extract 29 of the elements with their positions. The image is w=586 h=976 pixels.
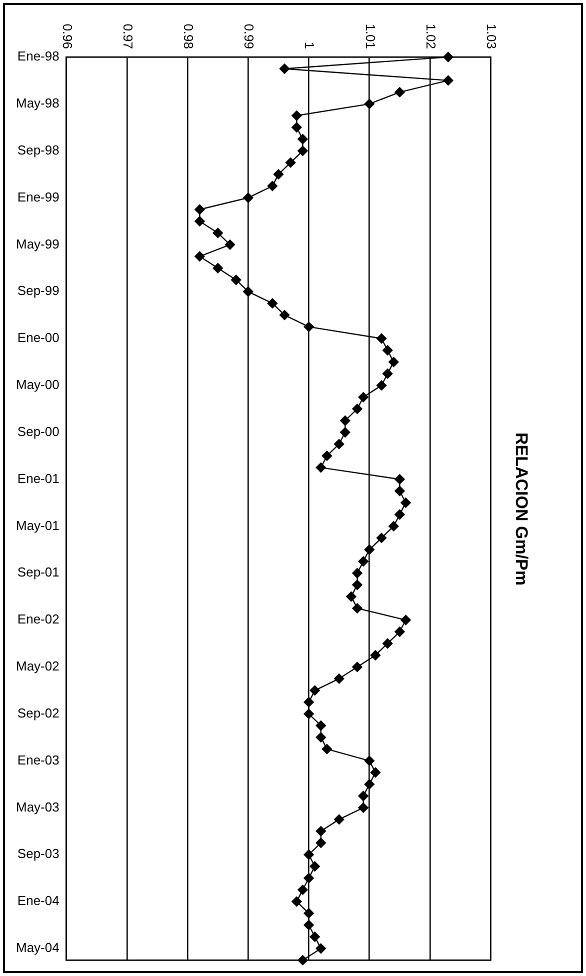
y-tick-label: Ene-03 [17,752,60,768]
y-tick-label: Sep-01 [17,564,60,580]
x-tick-label: 0.96 [60,24,75,49]
y-tick-label: Ene-02 [17,612,60,627]
y-tick-label: May-99 [16,236,60,252]
x-tick-label: 1.03 [484,24,500,49]
x-tick-label: 1 [302,42,318,49]
y-tick-label: Sep-03 [17,846,60,862]
x-tick-label: 0.99 [242,24,257,49]
y-tick-label: May-03 [16,799,60,814]
x-tick-label: 0.98 [180,24,196,49]
y-tick-label: Ene-00 [17,330,60,346]
y-tick-label: Sep-00 [17,424,60,439]
y-tick-label: Ene-04 [17,893,60,908]
y-tick-label: May-00 [16,377,60,392]
y-tick-label: Sep-98 [17,142,60,158]
y-tick-label: Sep-99 [17,283,60,298]
x-tick-label: 1.02 [423,24,438,49]
x-tick-label: 1.01 [362,24,378,49]
y-tick-label: May-04 [16,940,60,956]
y-tick-label: May-98 [16,96,60,110]
y-tick-label: Ene-98 [17,48,60,64]
x-tick-label: 0.97 [120,24,136,49]
y-tick-label: Ene-01 [17,470,60,486]
y-tick-label: May-01 [16,518,60,533]
y-tick-label: Sep-02 [17,705,60,720]
text: RELACION Gm/Pm [512,432,532,586]
y-tick-label: May-02 [16,658,60,674]
y-tick-label: Ene-99 [17,189,60,204]
